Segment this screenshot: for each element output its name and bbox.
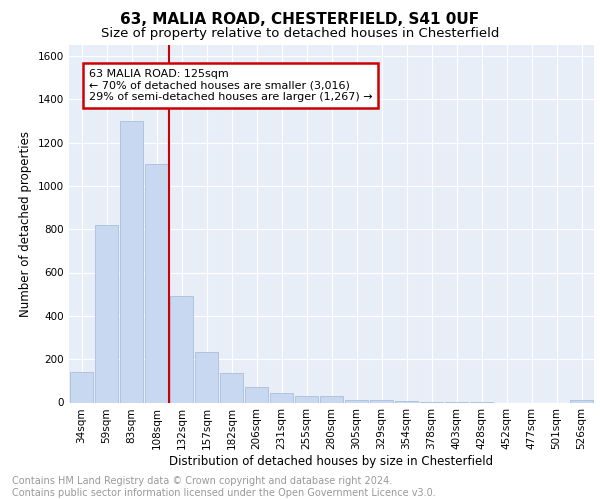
Bar [269, 393, 293, 402]
Y-axis label: Number of detached properties: Number of detached properties [19, 130, 32, 317]
Bar [295, 396, 319, 402]
Bar [320, 396, 343, 402]
Bar [194, 352, 218, 403]
Bar [344, 400, 368, 402]
Bar [119, 121, 143, 402]
Bar [569, 400, 593, 402]
Text: 63, MALIA ROAD, CHESTERFIELD, S41 0UF: 63, MALIA ROAD, CHESTERFIELD, S41 0UF [121, 12, 479, 28]
X-axis label: Distribution of detached houses by size in Chesterfield: Distribution of detached houses by size … [169, 455, 494, 468]
Bar [170, 296, 193, 403]
Bar [245, 388, 268, 402]
Text: Size of property relative to detached houses in Chesterfield: Size of property relative to detached ho… [101, 28, 499, 40]
Bar [70, 372, 94, 402]
Text: Contains HM Land Registry data © Crown copyright and database right 2024.
Contai: Contains HM Land Registry data © Crown c… [12, 476, 436, 498]
Bar [395, 401, 418, 402]
Bar [370, 400, 394, 402]
Bar [95, 225, 118, 402]
Bar [220, 373, 244, 402]
Bar [145, 164, 169, 402]
Text: 63 MALIA ROAD: 125sqm
← 70% of detached houses are smaller (3,016)
29% of semi-d: 63 MALIA ROAD: 125sqm ← 70% of detached … [89, 69, 373, 102]
